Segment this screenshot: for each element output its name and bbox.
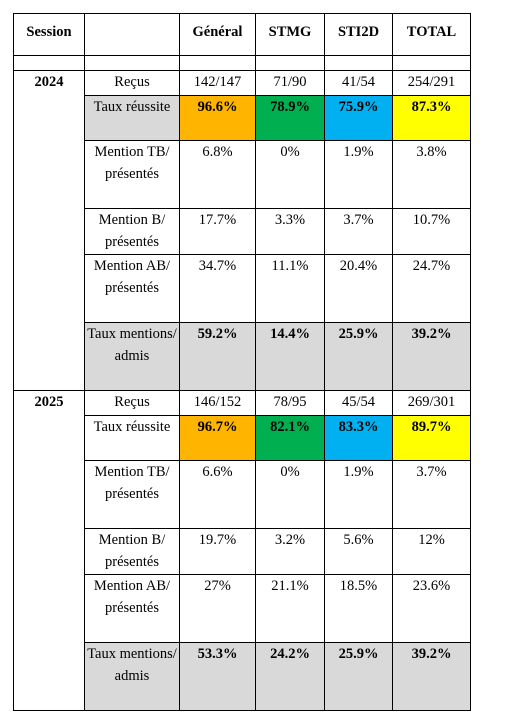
cell-total: 87.3% xyxy=(392,95,471,141)
row-label: Mention AB/ présentés xyxy=(84,254,180,323)
row-label: Mention TB/ présentés xyxy=(84,140,180,209)
row-label: Mention AB/ présentés xyxy=(84,574,180,643)
header-total: TOTAL xyxy=(392,13,471,56)
cell-general: 96.7% xyxy=(179,415,256,461)
table-row: 2025 Reçus 146/152 78/95 45/54 269/301 xyxy=(13,390,471,711)
header-row: Session Général STMG STI2D TOTAL xyxy=(13,13,471,56)
row-label: Taux réussite xyxy=(84,415,180,461)
header-session: Session xyxy=(13,13,85,56)
cell-general: 6.6% xyxy=(179,460,256,529)
cell-stmg: 11.1% xyxy=(255,254,325,323)
row-label: Taux réussite xyxy=(84,95,180,141)
cell-sti2d: 3.7% xyxy=(324,208,393,255)
cell-sti2d: 1.9% xyxy=(324,460,393,529)
cell-total: 39.2% xyxy=(392,642,471,711)
cell-sti2d: 41/54 xyxy=(324,70,393,96)
cell-stmg: 24.2% xyxy=(255,642,325,711)
cell-sti2d: 1.9% xyxy=(324,140,393,209)
cell-sti2d: 75.9% xyxy=(324,95,393,141)
table-row: Mention TB/ présentés 6.6% 0% 1.9% 3.7% xyxy=(14,460,471,529)
cell-sti2d: 25.9% xyxy=(324,642,393,711)
spacer-row xyxy=(13,55,471,71)
cell-general: 6.8% xyxy=(179,140,256,209)
header-blank xyxy=(84,13,180,56)
cell-total: 12% xyxy=(392,528,471,575)
results-table: Session Général STMG STI2D TOTAL 2024 Re… xyxy=(13,13,471,711)
table-row: Mention TB/ présentés 6.8% 0% 1.9% 3.8% xyxy=(14,140,471,209)
cell-total: 89.7% xyxy=(392,415,471,461)
cell-total: 3.7% xyxy=(392,460,471,529)
cell-general: 19.7% xyxy=(179,528,256,575)
cell-stmg: 3.2% xyxy=(255,528,325,575)
table-row: Taux réussite 96.7% 82.1% 83.3% 89.7% xyxy=(14,415,471,461)
cell-general: 142/147 xyxy=(179,70,256,96)
row-label: Reçus xyxy=(84,70,180,96)
session-year: 2025 xyxy=(13,390,85,711)
cell-sti2d: 83.3% xyxy=(324,415,393,461)
row-label: Reçus xyxy=(84,390,180,416)
cell-sti2d: 20.4% xyxy=(324,254,393,323)
cell-general: 146/152 xyxy=(179,390,256,416)
cell-total: 10.7% xyxy=(392,208,471,255)
cell-stmg: 0% xyxy=(255,140,325,209)
table-row: Mention AB/ présentés 27% 21.1% 18.5% 23… xyxy=(14,574,471,643)
cell-stmg: 82.1% xyxy=(255,415,325,461)
table-row: Taux mentions/ admis 53.3% 24.2% 25.9% 3… xyxy=(14,642,471,711)
cell-total: 269/301 xyxy=(392,390,471,416)
cell-total: 39.2% xyxy=(392,322,471,391)
session-year: 2024 xyxy=(13,70,85,391)
row-label: Taux mentions/ admis xyxy=(84,642,180,711)
cell-total: 254/291 xyxy=(392,70,471,96)
cell-sti2d: 25.9% xyxy=(324,322,393,391)
cell-stmg: 71/90 xyxy=(255,70,325,96)
cell-total: 24.7% xyxy=(392,254,471,323)
row-label: Mention TB/ présentés xyxy=(84,460,180,529)
cell-stmg: 3.3% xyxy=(255,208,325,255)
cell-general: 53.3% xyxy=(179,642,256,711)
cell-general: 27% xyxy=(179,574,256,643)
row-label: Mention B/ présentés xyxy=(84,528,180,575)
cell-sti2d: 18.5% xyxy=(324,574,393,643)
header-general: Général xyxy=(179,13,256,56)
table-row: Mention AB/ présentés 34.7% 11.1% 20.4% … xyxy=(14,254,471,323)
cell-total: 3.8% xyxy=(392,140,471,209)
cell-stmg: 14.4% xyxy=(255,322,325,391)
cell-sti2d: 5.6% xyxy=(324,528,393,575)
cell-general: 34.7% xyxy=(179,254,256,323)
row-label: Mention B/ présentés xyxy=(84,208,180,255)
table-row: Taux réussite 96.6% 78.9% 75.9% 87.3% xyxy=(14,95,471,141)
cell-total: 23.6% xyxy=(392,574,471,643)
cell-general: 96.6% xyxy=(179,95,256,141)
cell-stmg: 0% xyxy=(255,460,325,529)
cell-stmg: 21.1% xyxy=(255,574,325,643)
table-row: Taux mentions/ admis 59.2% 14.4% 25.9% 3… xyxy=(14,322,471,391)
header-stmg: STMG xyxy=(255,13,325,56)
cell-stmg: 78/95 xyxy=(255,390,325,416)
cell-general: 17.7% xyxy=(179,208,256,255)
cell-sti2d: 45/54 xyxy=(324,390,393,416)
header-sti2d: STI2D xyxy=(324,13,393,56)
cell-general: 59.2% xyxy=(179,322,256,391)
cell-stmg: 78.9% xyxy=(255,95,325,141)
row-label: Taux mentions/ admis xyxy=(84,322,180,391)
table-row: 2024 Reçus 142/147 71/90 41/54 254/291 xyxy=(13,70,471,391)
